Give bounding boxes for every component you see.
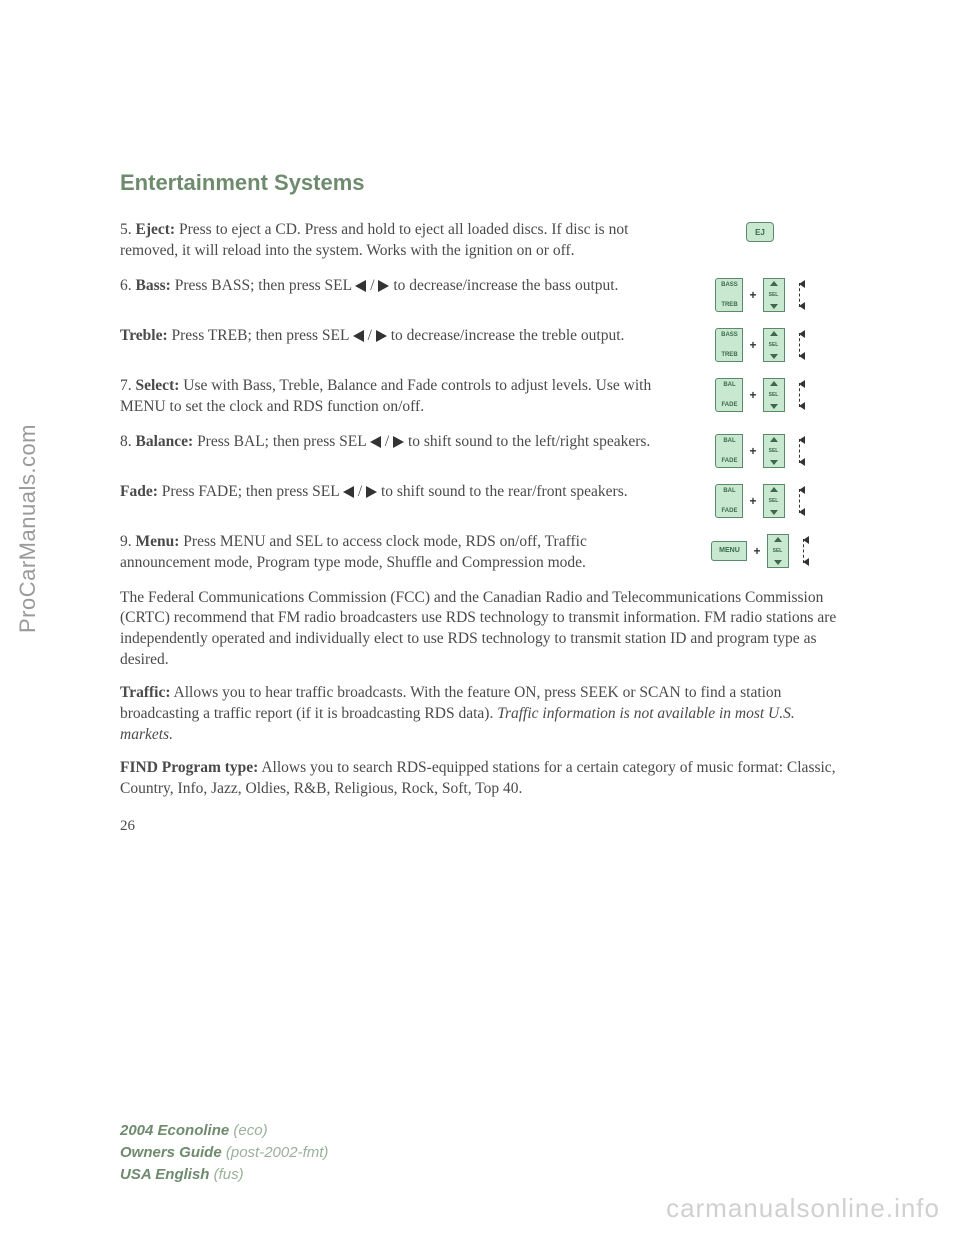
- footer-line-1: 2004 Econoline (eco): [120, 1120, 328, 1142]
- item-body-a: Press TREB; then press SEL: [168, 327, 353, 344]
- item-menu: 9. Menu: Press MENU and SEL to access cl…: [120, 532, 840, 574]
- section-title: Entertainment Systems: [120, 170, 840, 196]
- item-fade: Fade: Press FADE; then press SEL / to sh…: [120, 482, 840, 518]
- item-label: Bass:: [136, 277, 171, 294]
- item-text: 8. Balance: Press BAL; then press SEL / …: [120, 432, 680, 453]
- traffic-label: Traffic:: [120, 684, 171, 701]
- menu-button: MENU: [711, 541, 747, 561]
- menu-icon: MENU + SEL: [680, 532, 840, 568]
- item-text: 5. Eject: Press to eject a CD. Press and…: [120, 220, 680, 262]
- page-content: Entertainment Systems 5. Eject: Press to…: [120, 170, 840, 835]
- sel-button: SEL: [763, 434, 785, 468]
- item-text: 6. Bass: Press BASS; then press SEL / to…: [120, 276, 680, 297]
- dash-arrows-icon: [789, 378, 805, 412]
- item-balance: 8. Balance: Press BAL; then press SEL / …: [120, 432, 840, 468]
- item-num: 9.: [120, 533, 132, 550]
- item-label: Treble:: [120, 327, 168, 344]
- sel-button: SEL: [763, 484, 785, 518]
- plus-icon: +: [747, 338, 758, 352]
- paragraph-find: FIND Program type: Allows you to search …: [120, 758, 840, 800]
- triangle-right-icon: [376, 330, 387, 342]
- bal-fade-icon: BALFADE + SEL: [680, 482, 840, 518]
- dash-arrows-icon: [789, 434, 805, 468]
- plus-icon: +: [747, 288, 758, 302]
- dash-arrows-icon: [789, 328, 805, 362]
- item-body: Press MENU and SEL to access clock mode,…: [120, 533, 587, 571]
- item-text: 7. Select: Use with Bass, Treble, Balanc…: [120, 376, 680, 418]
- item-num: 6.: [120, 277, 132, 294]
- footer-line-3: USA English (fus): [120, 1164, 328, 1186]
- item-label: Balance:: [136, 433, 194, 450]
- item-body-a: Press FADE; then press SEL: [158, 483, 343, 500]
- item-label: Select:: [136, 377, 180, 394]
- sel-button: SEL: [767, 534, 789, 568]
- item-treble: Treble: Press TREB; then press SEL / to …: [120, 326, 840, 362]
- item-num: 7.: [120, 377, 132, 394]
- bal-fade-button: BALFADE: [715, 434, 743, 468]
- sel-button: SEL: [763, 378, 785, 412]
- bal-fade-button: BALFADE: [715, 484, 743, 518]
- plus-icon: +: [751, 544, 762, 558]
- item-select: 7. Select: Use with Bass, Treble, Balanc…: [120, 376, 840, 418]
- dash-arrows-icon: [789, 484, 805, 518]
- item-label: Menu:: [136, 533, 180, 550]
- watermark-bottom: carmanualsonline.info: [666, 1193, 940, 1224]
- item-body-b: to decrease/increase the treble output.: [387, 327, 625, 344]
- triangle-right-icon: [393, 436, 404, 448]
- item-body: Use with Bass, Treble, Balance and Fade …: [120, 377, 651, 415]
- item-text: 9. Menu: Press MENU and SEL to access cl…: [120, 532, 680, 574]
- dash-arrows-icon: [789, 278, 805, 312]
- page-number: 26: [120, 818, 840, 835]
- bass-treb-button: BASSTREB: [715, 328, 743, 362]
- sel-button: SEL: [763, 328, 785, 362]
- bal-fade-button: BALFADE: [715, 378, 743, 412]
- bass-treb-button: BASSTREB: [715, 278, 743, 312]
- item-label: Fade:: [120, 483, 158, 500]
- find-label: FIND Program type:: [120, 759, 258, 776]
- item-body-a: Press BASS; then press SEL: [171, 277, 356, 294]
- triangle-right-icon: [378, 280, 389, 292]
- dash-arrows-icon: [793, 534, 809, 568]
- paragraph-fcc: The Federal Communications Commission (F…: [120, 588, 840, 672]
- sel-button: SEL: [763, 278, 785, 312]
- item-num: 5.: [120, 221, 132, 238]
- item-body-b: to shift sound to the rear/front speaker…: [377, 483, 628, 500]
- plus-icon: +: [747, 388, 758, 402]
- item-body-a: Press BAL; then press SEL: [193, 433, 370, 450]
- bass-treb-icon: BASSTREB + SEL: [680, 326, 840, 362]
- item-bass: 6. Bass: Press BASS; then press SEL / to…: [120, 276, 840, 312]
- ej-button-graphic: EJ: [746, 222, 774, 242]
- plus-icon: +: [747, 494, 758, 508]
- footer: 2004 Econoline (eco) Owners Guide (post-…: [120, 1120, 328, 1185]
- item-eject: 5. Eject: Press to eject a CD. Press and…: [120, 220, 840, 262]
- item-body-b: to decrease/increase the bass output.: [389, 277, 618, 294]
- item-body: Press to eject a CD. Press and hold to e…: [120, 221, 628, 259]
- triangle-left-icon: [355, 280, 366, 292]
- bass-treb-icon: BASSTREB + SEL: [680, 276, 840, 312]
- watermark-left: ProCarManuals.com: [15, 424, 41, 633]
- triangle-right-icon: [366, 486, 377, 498]
- footer-line-2: Owners Guide (post-2002-fmt): [120, 1142, 328, 1164]
- triangle-left-icon: [343, 486, 354, 498]
- item-text: Treble: Press TREB; then press SEL / to …: [120, 326, 680, 347]
- bal-fade-icon: BALFADE + SEL: [680, 432, 840, 468]
- plus-icon: +: [747, 444, 758, 458]
- triangle-left-icon: [353, 330, 364, 342]
- item-num: 8.: [120, 433, 132, 450]
- item-body-b: to shift sound to the left/right speaker…: [404, 433, 650, 450]
- eject-icon: EJ: [680, 220, 840, 242]
- paragraph-traffic: Traffic: Allows you to hear traffic broa…: [120, 683, 840, 746]
- item-text: Fade: Press FADE; then press SEL / to sh…: [120, 482, 680, 503]
- bal-fade-icon: BALFADE + SEL: [680, 376, 840, 412]
- triangle-left-icon: [370, 436, 381, 448]
- item-label: Eject:: [136, 221, 176, 238]
